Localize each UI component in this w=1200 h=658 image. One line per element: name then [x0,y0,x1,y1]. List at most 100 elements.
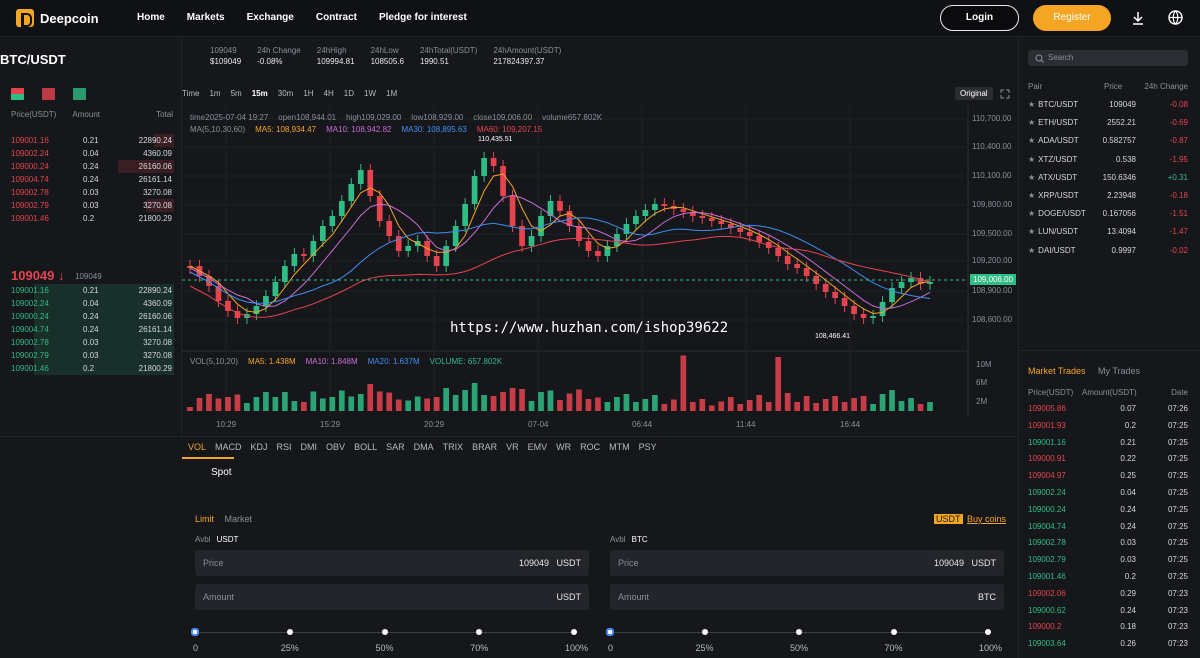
fullscreen-icon[interactable] [1000,89,1010,99]
nav-home[interactable]: Home [137,12,165,23]
register-button[interactable]: Register [1033,5,1111,31]
slider-stop[interactable] [571,629,577,635]
slider-stop[interactable] [796,629,802,635]
orderbook-row[interactable]: 109002.24 0.04 4360.09 [0,297,180,310]
download-icon[interactable] [1130,10,1146,26]
buy-amount-field[interactable]: Amount USDT [195,584,589,610]
indicator-wr[interactable]: WR [556,442,572,452]
orderbook-row[interactable]: 109000.24 0.24 26160.06 [0,310,180,323]
original-view-button[interactable]: Original [955,87,993,100]
both-sides-view-icon[interactable] [11,88,24,100]
candlestick-chart[interactable] [182,106,1018,436]
logo[interactable]: Deepcoin [16,9,99,27]
timeframe-4h[interactable]: 4H [323,89,334,98]
slider-stop[interactable] [191,628,199,636]
indicator-rsi[interactable]: RSI [276,442,292,452]
pair-row[interactable]: ★ ETH/USDT 2552.21 -0.69 [1028,118,1188,136]
orderbook-row[interactable]: 109002.79 0.03 3270.08 [0,349,180,362]
timeframe-30m[interactable]: 30m [277,89,294,98]
orderbook-row[interactable]: 109002.24 0.04 4360.09 [0,147,180,160]
pair-row[interactable]: ★ LUN/USDT 13.4094 -1.47 [1028,227,1188,245]
timeframe-5m[interactable]: 5m [230,89,242,98]
favorite-star-icon[interactable]: ★ [1028,245,1036,255]
indicator-kdj[interactable]: KDJ [250,442,268,452]
slider-stop[interactable] [286,629,293,635]
slider-stop[interactable] [381,629,388,635]
nav-pledge[interactable]: Pledge for interest [378,12,467,23]
pairs-col-change[interactable]: 24h Change [1144,82,1188,91]
indicator-obv[interactable]: OBV [326,442,346,452]
nav-contract[interactable]: Contract [315,12,357,23]
pair-search-input[interactable]: Search [1028,50,1188,66]
nav-markets[interactable]: Markets [186,12,225,23]
orderbook-row[interactable]: 109004.74 0.24 26161.14 [0,323,180,336]
timeframe-1h[interactable]: 1H [303,89,314,98]
buy-price-field[interactable]: Price 109049 USDT [195,550,589,576]
indicator-psy[interactable]: PSY [638,442,657,452]
spot-tab[interactable]: Spot [211,467,232,478]
pair-row[interactable]: ★ XRP/USDT 2.23948 -0.18 [1028,191,1188,209]
orderbook-row[interactable]: 109001.16 0.21 22890.24 [0,134,180,147]
orderbook-row[interactable]: 109000.24 0.24 26160.06 [0,160,180,173]
sell-price-field[interactable]: Price 109049 USDT [610,550,1004,576]
favorite-star-icon[interactable]: ★ [1028,172,1036,182]
pairs-col-pair[interactable]: Pair [1028,82,1043,91]
nav-exchange[interactable]: Exchange [246,12,294,23]
tab-my-trades[interactable]: My Trades [1098,366,1141,376]
pair-row[interactable]: ★ DOGE/USDT 0.167056 -1.51 [1028,209,1188,227]
asks-view-icon[interactable] [42,88,55,100]
indicator-mtm[interactable]: MTM [609,442,630,452]
slider-stop[interactable] [606,628,614,636]
trade-time: 07:26 [1167,404,1188,413]
login-button[interactable]: Login [940,5,1019,31]
indicator-macd[interactable]: MACD [215,442,242,452]
pair-row[interactable]: ★ BTC/USDT 109049 -0.08 [1028,100,1188,118]
favorite-star-icon[interactable]: ★ [1028,118,1036,128]
timeframe-1d[interactable]: 1D [343,89,355,98]
timeframe-1m[interactable]: 1M [386,89,398,98]
favorite-star-icon[interactable]: ★ [1028,209,1036,219]
tab-limit[interactable]: Limit [195,514,215,524]
orderbook-row[interactable]: 109001.46 0.2 21800.29 [0,362,180,375]
orderbook-row[interactable]: 109002.78 0.03 3270.08 [0,336,180,349]
orderbook-row[interactable]: 109004.74 0.24 26161.14 [0,173,180,186]
indicator-vr[interactable]: VR [506,442,519,452]
pair-row[interactable]: ★ ADA/USDT 0.582757 -0.87 [1028,136,1188,154]
pairs-col-price[interactable]: Price [1104,82,1123,91]
pair-row[interactable]: ★ XTZ/USDT 0.538 -1.95 [1028,155,1188,173]
indicator-trix[interactable]: TRIX [442,442,464,452]
timeframe-time[interactable]: Time [182,89,200,98]
favorite-star-icon[interactable]: ★ [1028,100,1036,109]
orderbook-row[interactable]: 109001.46 0.2 21800.29 [0,212,180,225]
slider-stop[interactable] [476,629,483,635]
pair-row[interactable]: ★ ATX/USDT 150.6346 +0.31 [1028,173,1188,191]
bids-view-icon[interactable] [73,88,86,100]
indicator-emv[interactable]: EMV [527,442,548,452]
favorite-star-icon[interactable]: ★ [1028,227,1036,237]
timeframe-1m[interactable]: 1m [209,89,221,98]
indicator-brar[interactable]: BRAR [472,442,498,452]
favorite-star-icon[interactable]: ★ [1028,136,1036,146]
globe-icon[interactable] [1167,9,1184,26]
buy-coins-link[interactable]: USDT Buy coins [934,514,1006,524]
indicator-boll[interactable]: BOLL [354,442,378,452]
indicator-dmi[interactable]: DMI [300,442,318,452]
sell-amount-field[interactable]: Amount BTC [610,584,1004,610]
indicator-sar[interactable]: SAR [386,442,405,452]
timeframe-1w[interactable]: 1W [364,89,377,98]
orderbook-row[interactable]: 109001.16 0.21 22890.24 [0,284,180,297]
tab-market[interactable]: Market [224,514,253,524]
favorite-star-icon[interactable]: ★ [1028,191,1036,200]
pair-row[interactable]: ★ DAI/USDT 0.9997 -0.02 [1028,246,1188,264]
slider-stop[interactable] [890,629,897,635]
slider-stop[interactable] [701,629,708,635]
orderbook-row[interactable]: 109002.78 0.03 3270.08 [0,186,180,199]
indicator-roc[interactable]: ROC [580,442,601,452]
orderbook-row[interactable]: 109002.79 0.03 3270.08 [0,199,180,212]
indicator-vol[interactable]: VOL [188,442,207,452]
favorite-star-icon[interactable]: ★ [1028,154,1036,164]
timeframe-15m[interactable]: 15m [251,89,268,98]
slider-stop[interactable] [985,629,991,635]
indicator-dma[interactable]: DMA [413,442,434,452]
tab-market-trades[interactable]: Market Trades [1028,366,1086,376]
